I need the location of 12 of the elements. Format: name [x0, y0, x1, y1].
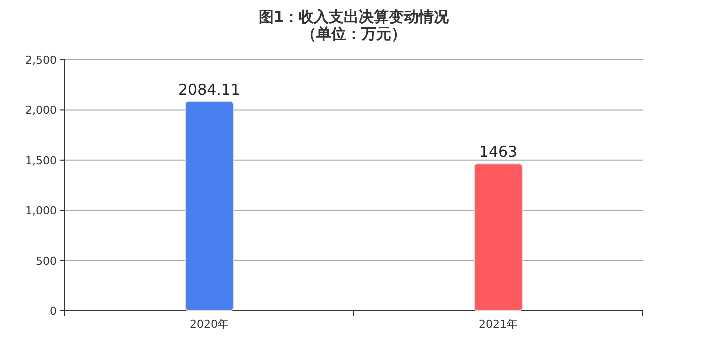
y-tick-label: 0	[50, 305, 57, 318]
x-tick-label: 2021年	[479, 318, 518, 331]
chart-subtitle: （单位：万元）	[302, 25, 406, 43]
y-tick-label: 1,500	[26, 154, 57, 168]
y-tick-label: 1,000	[26, 204, 57, 218]
x-tick-label: 2020年	[190, 318, 229, 331]
data-label: 1463	[479, 143, 518, 162]
y-tick-label: 2,500	[26, 54, 57, 67]
y-tick-label: 2,000	[26, 104, 57, 118]
data-label: 2084.11	[178, 80, 241, 99]
chart-title: 图1：收入支出决算变动情况	[258, 8, 450, 26]
y-tick-label: 500	[36, 254, 57, 268]
